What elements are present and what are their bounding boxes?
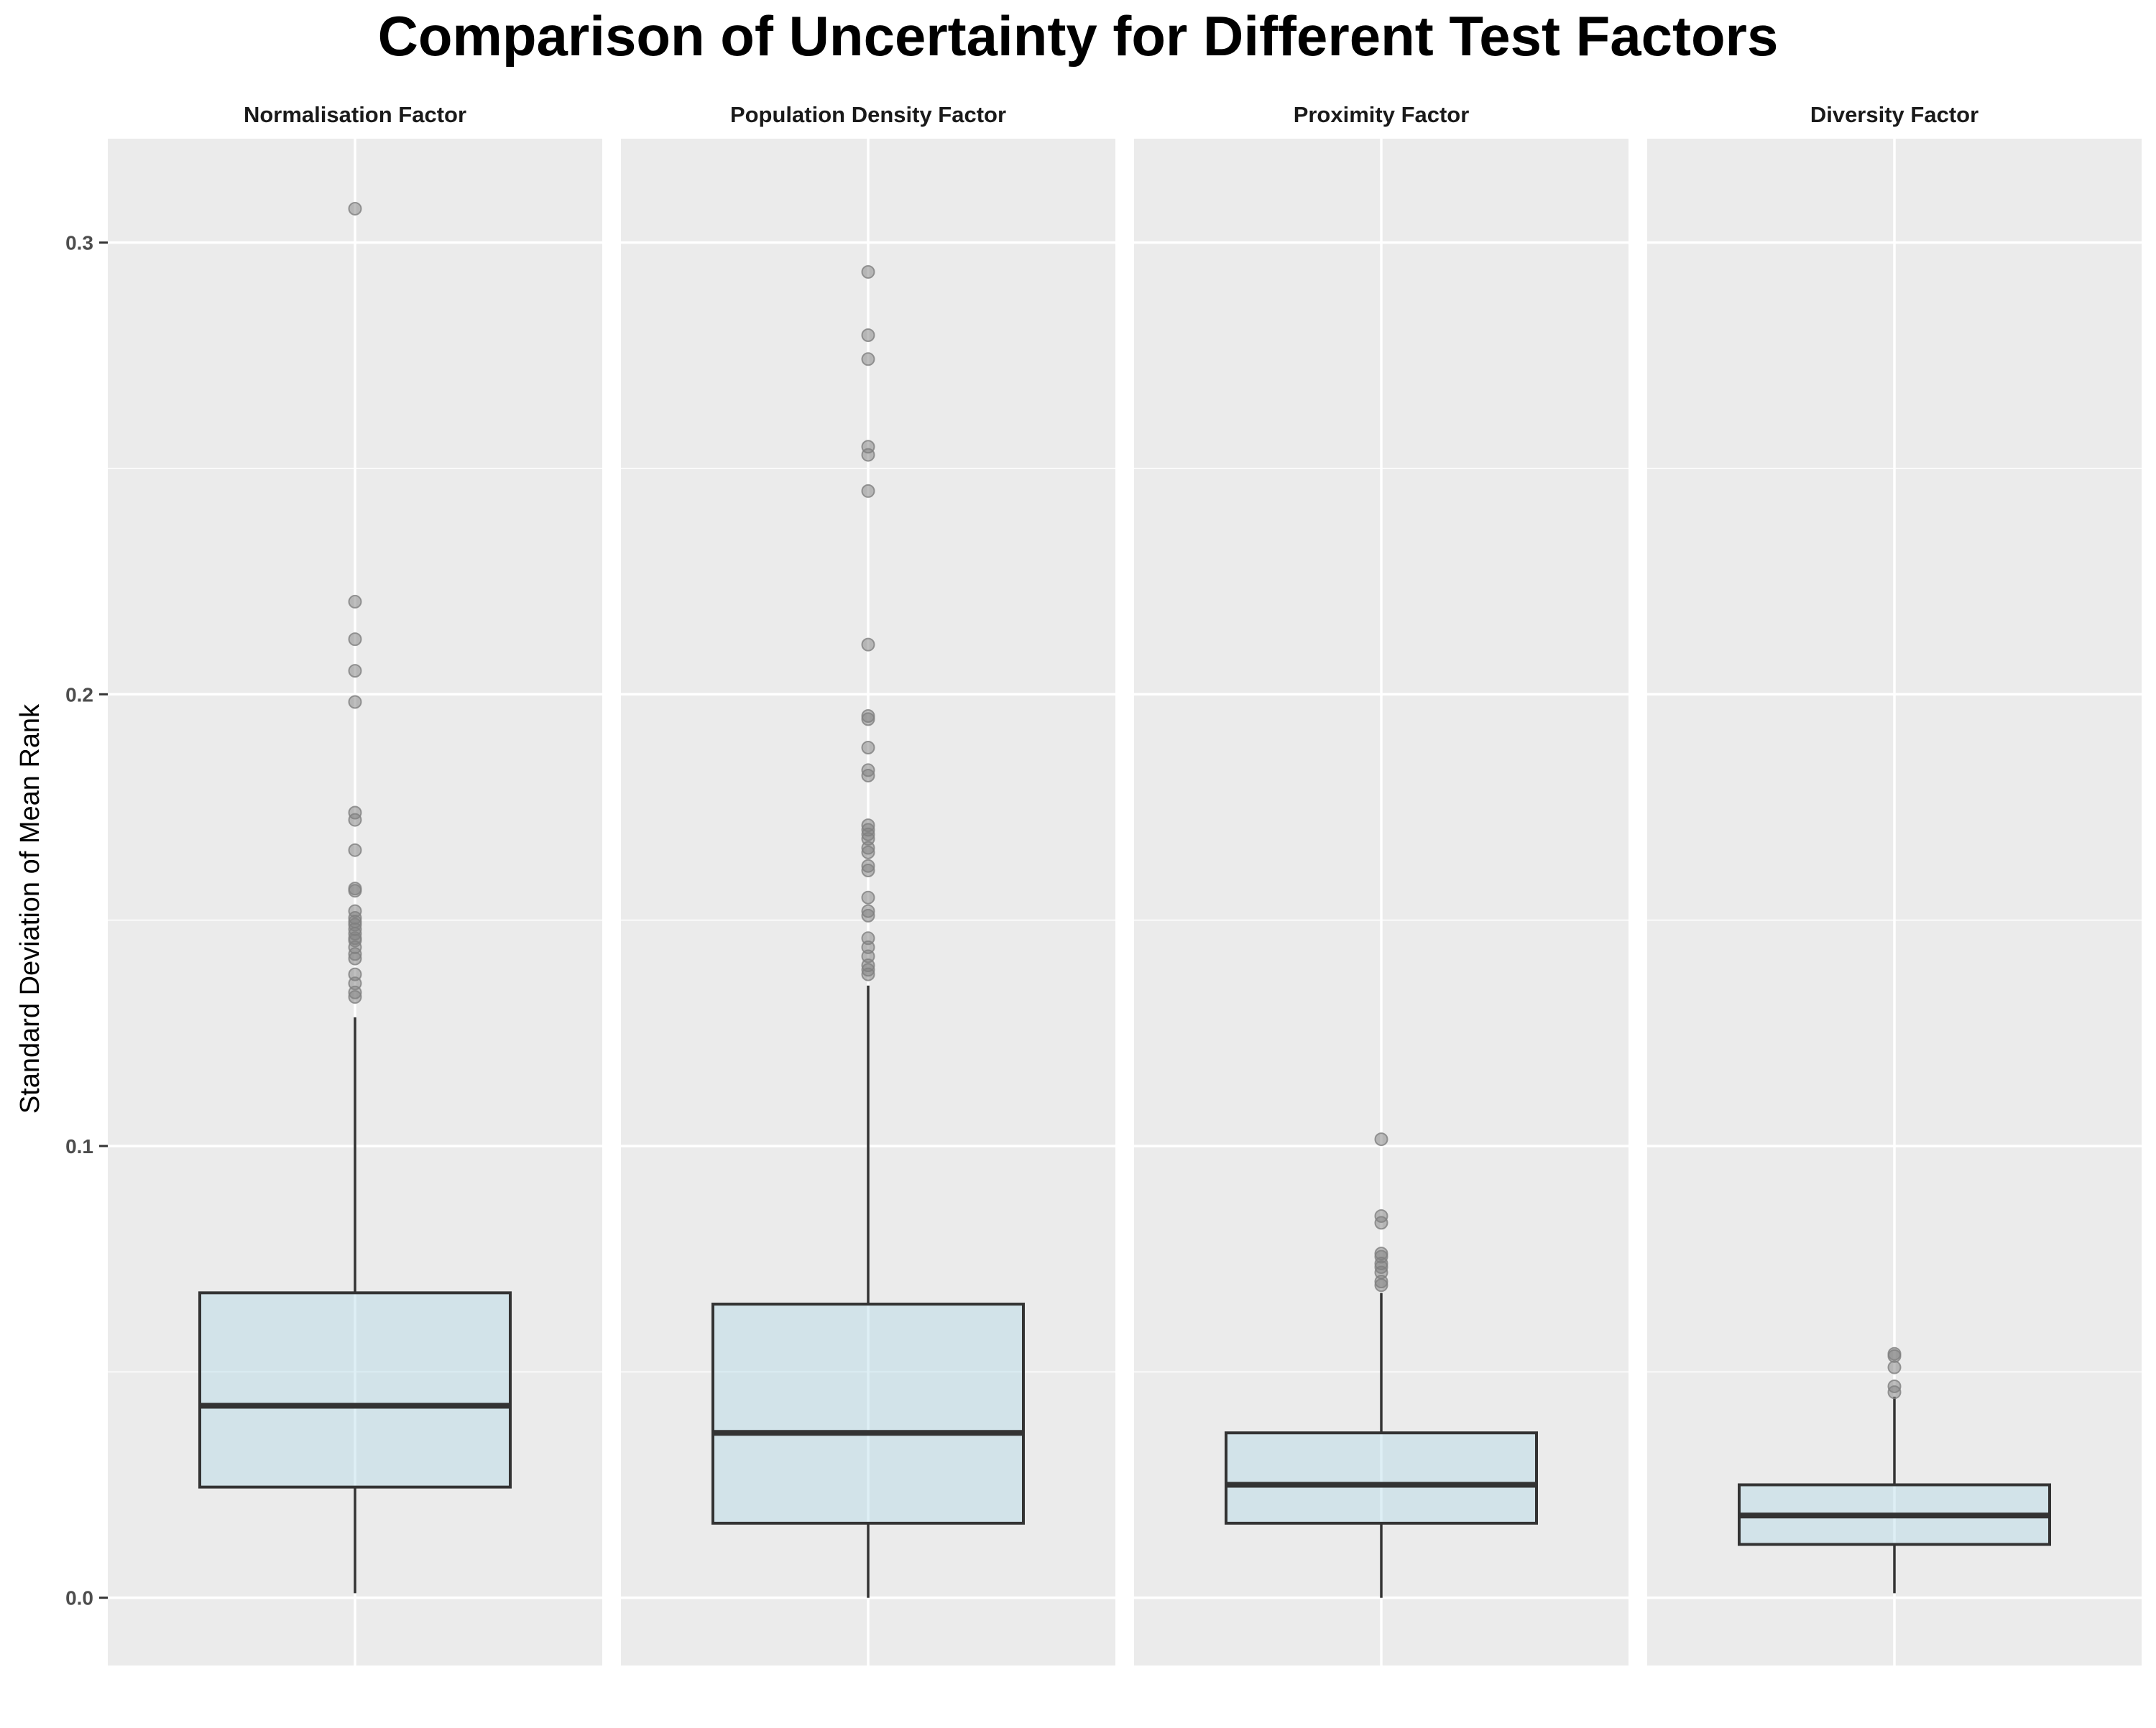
y-tick-label: 0.3 (65, 232, 93, 254)
outlier-point (861, 712, 875, 726)
outlier-point (861, 845, 875, 859)
outlier-point (861, 890, 875, 905)
outlier-point (348, 951, 362, 966)
outlier-point (861, 768, 875, 782)
outlier-point (348, 664, 362, 678)
facet-panel: Diversity Factor (1647, 102, 2142, 1665)
facet-panels: Normalisation Factor Population Density F… (108, 102, 2142, 1665)
box-iqr (711, 1303, 1025, 1525)
outlier-point (1887, 1349, 1902, 1363)
facet-panel: Normalisation Factor (108, 102, 602, 1665)
facet-label: Diversity Factor (1810, 102, 1978, 127)
y-tick-label: 0.0 (65, 1587, 93, 1609)
outlier-point (348, 632, 362, 647)
outlier-point (861, 908, 875, 923)
box-iqr (198, 1291, 512, 1489)
outlier-point (348, 884, 362, 898)
y-tick-label: 0.1 (65, 1135, 93, 1158)
outlier-point (861, 484, 875, 498)
outlier-point (348, 843, 362, 857)
box-iqr (1225, 1431, 1538, 1525)
facet-label: Proximity Factor (1294, 102, 1470, 127)
y-axis-ticks: 0.0 0.1 0.2 0.3 (65, 232, 108, 1609)
outlier-point (861, 264, 875, 279)
outlier-point (1887, 1385, 1902, 1400)
outlier-point (348, 594, 362, 609)
facet-panel: Population Density Factor (621, 102, 1115, 1665)
facet-label: Population Density Factor (730, 102, 1006, 127)
outlier-point (861, 448, 875, 462)
outlier-point (1374, 1132, 1388, 1147)
outlier-point (861, 328, 875, 342)
outlier-point (861, 637, 875, 652)
outlier-point (348, 813, 362, 827)
outlier-point (861, 967, 875, 981)
y-tick-label: 0.2 (65, 683, 93, 706)
outlier-point (348, 695, 362, 709)
outlier-point (861, 863, 875, 877)
outlier-point (861, 352, 875, 366)
outlier-point (1374, 1216, 1388, 1230)
outlier-point (861, 740, 875, 754)
facet-panel: Proximity Factor (1134, 102, 1628, 1665)
facet-label: Normalisation Factor (244, 102, 466, 127)
outlier-point (348, 990, 362, 1004)
y-axis-label: Standard Deviation of Mean Rank (15, 703, 45, 1114)
outlier-point (1887, 1360, 1902, 1374)
chart-title: Comparison of Uncertainty for Different … (378, 4, 1779, 68)
outlier-point (1374, 1278, 1388, 1293)
outlier-point (348, 201, 362, 216)
